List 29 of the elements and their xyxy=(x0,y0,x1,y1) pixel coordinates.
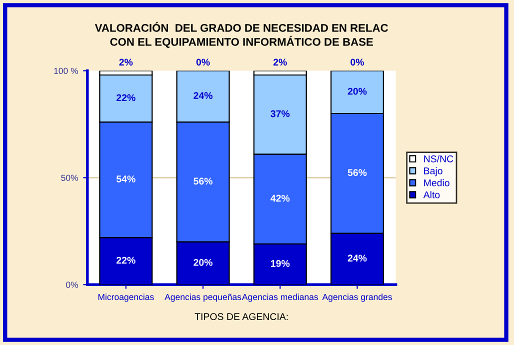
y-tick-label: 0% xyxy=(66,282,78,288)
x-tick-label: Agencias pequeñas xyxy=(164,294,242,302)
data-label: 24% xyxy=(194,92,213,99)
data-label: 42% xyxy=(270,194,290,202)
data-label: 22% xyxy=(116,256,136,264)
data-label: 56% xyxy=(348,169,367,176)
chart-title: VALORACIÓN DEL GRADO DE NECESIDAD EN RELAC CON EL EQUIPAMIENTO INFORMÁTICO DE BASE xyxy=(94,22,388,48)
y-tick-label: 50% xyxy=(61,174,78,181)
data-label: 22% xyxy=(116,94,136,102)
legend-label: NS/NC xyxy=(424,155,454,162)
x-tick-label: Microagencias xyxy=(98,294,154,302)
data-label: 54% xyxy=(116,176,136,182)
data-label: 20% xyxy=(348,88,367,95)
data-label: 20% xyxy=(194,258,213,266)
data-label: 2% xyxy=(119,58,133,66)
legend-label: Medio xyxy=(424,179,450,186)
data-label: 24% xyxy=(348,254,367,262)
data-label: 0% xyxy=(350,58,364,66)
x-axis-title: TIPOS DE AGENCIA: xyxy=(194,313,288,320)
y-tick-label: 100 % xyxy=(54,68,78,74)
data-label: 37% xyxy=(270,110,290,118)
data-label: 2% xyxy=(273,58,287,66)
legend-label: Bajo xyxy=(424,167,442,176)
legend-label: Alto xyxy=(423,191,440,198)
data-label: 19% xyxy=(271,260,290,267)
data-label: 0% xyxy=(196,58,210,66)
x-tick-label: Agencias medianas xyxy=(242,294,318,302)
x-tick-label: Agencias grandes xyxy=(322,294,392,302)
data-label: 56% xyxy=(194,178,213,185)
